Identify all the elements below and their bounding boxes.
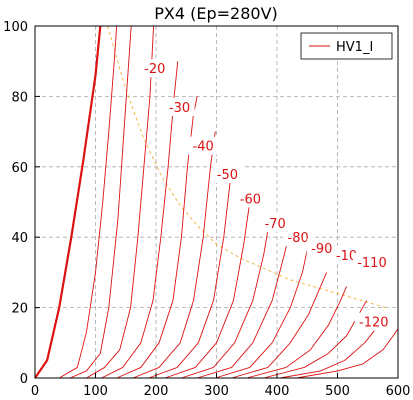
x-tick-label: 500 xyxy=(325,384,350,399)
curve-label-bg xyxy=(164,97,195,116)
curve-label-bg xyxy=(235,189,266,208)
plate-curves xyxy=(34,25,399,379)
curve-grid--10 xyxy=(58,25,118,379)
curve-grid--110 xyxy=(215,244,309,379)
legend-entry: HV1_I xyxy=(336,40,373,55)
curve-grid--140 xyxy=(263,300,367,379)
curve-grid--30 xyxy=(86,25,155,379)
curve-label: -20 xyxy=(144,62,165,77)
curve-grid--100 xyxy=(197,230,291,379)
curve-label-bg xyxy=(188,136,219,155)
curve-label: -80 xyxy=(288,231,309,246)
curve-grid--60 xyxy=(132,131,216,379)
curve-grid--20 xyxy=(69,25,132,379)
y-tick-label: 40 xyxy=(11,231,28,246)
curve-label: -10 xyxy=(336,249,357,264)
curve-grid-0 xyxy=(34,25,102,379)
x-tick-label: 100 xyxy=(83,384,108,399)
curve-grid--50 xyxy=(116,96,198,379)
x-tick-label: 400 xyxy=(265,384,290,399)
curve-label-bg xyxy=(212,164,243,183)
x-tick-label: 300 xyxy=(204,384,229,399)
curve-label: -30 xyxy=(169,101,190,116)
curve-label: -110 xyxy=(357,256,387,271)
y-tick-label: 100 xyxy=(3,20,28,35)
load-line xyxy=(107,25,387,309)
y-tick-label: 60 xyxy=(11,161,28,176)
curve-grid--70 xyxy=(148,166,234,379)
grid-lines xyxy=(35,26,398,378)
curve-label: -70 xyxy=(265,217,286,232)
curve-label-bg xyxy=(283,228,314,247)
y-tick-label: 0 xyxy=(20,372,28,387)
curve-grid--130 xyxy=(246,286,347,379)
curve-label-bg xyxy=(354,312,393,331)
x-tick-label: 0 xyxy=(31,384,39,399)
y-tick-label: 20 xyxy=(11,302,28,317)
curve-label-bg xyxy=(352,252,391,271)
curve-label-bg xyxy=(139,59,170,78)
curve-grid--90 xyxy=(181,219,271,379)
legend: HV1_I xyxy=(300,32,393,60)
x-tick-label: 200 xyxy=(144,384,169,399)
curve-labels: -20 -30 -40-50-60 -70-80-90 -10 -110 -120 xyxy=(139,59,393,331)
curve-label: -40 xyxy=(193,140,214,155)
curve-label: -50 xyxy=(217,168,238,183)
curve-grid--80 xyxy=(164,201,251,379)
load-line-path xyxy=(107,25,387,309)
curve-label: -60 xyxy=(240,192,261,207)
curve-grid--160 xyxy=(296,328,399,379)
y-tick-label: 80 xyxy=(11,90,28,105)
curve-label-bg xyxy=(260,214,291,233)
curve-label: -90 xyxy=(311,242,332,257)
curve-grid--120 xyxy=(231,272,328,379)
chart-title: PX4 (Ep=280V) xyxy=(154,4,278,23)
x-tick-label: 600 xyxy=(386,384,411,399)
curve-label-bg xyxy=(306,238,337,257)
axis-ticks: 0 100 200 300 400 500 600 0 20 40 60 80 100 xyxy=(3,20,410,399)
curve-label: -120 xyxy=(359,316,389,331)
